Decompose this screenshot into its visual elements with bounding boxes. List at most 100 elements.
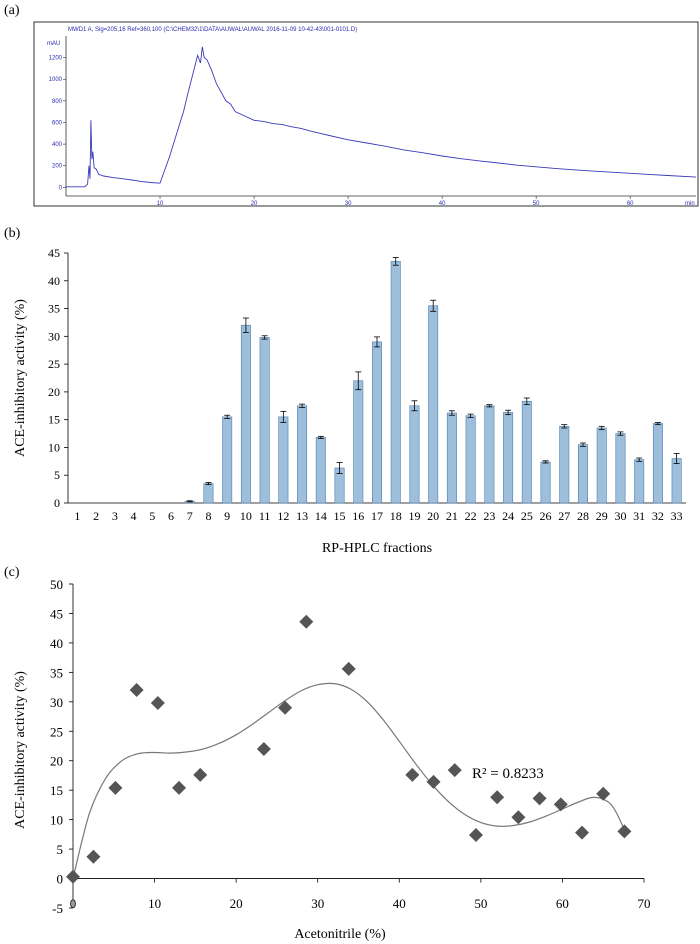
bar-fraction-21 <box>446 412 457 504</box>
scatter-point-9 <box>278 700 293 715</box>
scatter-x-tick-label: 30 <box>311 896 324 911</box>
bar-x-tick-label: 28 <box>577 509 589 523</box>
bar-x-tick-label: 18 <box>390 509 402 523</box>
bar-fraction-9 <box>222 416 233 504</box>
bar-fraction-16 <box>353 380 364 504</box>
chromatogram-y-tick-label: 400 <box>52 142 63 148</box>
bar-x-tick-label: 4 <box>131 509 137 523</box>
chromatogram-trace <box>66 46 697 188</box>
scatter-point-21 <box>596 786 611 801</box>
scatter-point-20 <box>575 825 590 840</box>
bar-fraction-11 <box>259 337 270 504</box>
bar-x-tick-label: 11 <box>259 509 271 523</box>
bar-x-tick-label: 25 <box>521 509 533 523</box>
scatter-x-tick-label: 70 <box>638 896 651 911</box>
scatter-y-tick-label: 5 <box>57 842 64 857</box>
bar-x-tick-label: 10 <box>240 509 252 523</box>
panel-label-b: (b) <box>4 226 21 241</box>
bar-fraction-22 <box>465 415 476 504</box>
r-squared-annotation: R² = 0.8233 <box>472 766 544 782</box>
bar-fraction-30 <box>615 433 626 504</box>
bar-fraction-27 <box>559 426 570 504</box>
chromatogram-header: MWD1 A, Sig=205,16 Ref=360,100 (C:\CHEM3… <box>68 27 357 33</box>
chromatogram-x-tick-label: 30 <box>345 201 352 207</box>
scatter-point-22 <box>617 824 632 839</box>
scatter-y-tick-label: 35 <box>50 665 63 680</box>
bar-y-tick-label: 20 <box>48 385 60 399</box>
scatter-point-2 <box>86 849 101 864</box>
chromatogram-y-tick-label: 0 <box>59 185 63 191</box>
bar-x-tick-label: 30 <box>614 509 626 523</box>
chromatogram-frame <box>33 21 699 207</box>
bar-x-tick-label: 12 <box>277 509 289 523</box>
polynomial-trendline <box>72 682 625 879</box>
scatter-x-tick-label: 0 <box>70 896 77 911</box>
bar-fraction-14 <box>315 437 326 504</box>
scatter-point-15 <box>468 827 483 842</box>
scatter-x-tick-label: 20 <box>230 896 243 911</box>
chromatogram-y-tick-label: 200 <box>52 164 63 170</box>
bar-fraction-19 <box>409 405 420 504</box>
chromatogram-y-tick-label: 800 <box>52 99 63 105</box>
chromatogram-x-tick-label: 10 <box>157 201 164 207</box>
scatter-y-tick-label: 15 <box>50 783 63 798</box>
scatter-y-tick-label: 0 <box>57 872 64 887</box>
bar-y-tick-label: 10 <box>48 440 60 454</box>
bar-fraction-28 <box>578 444 588 504</box>
panel-label-a: (a) <box>4 3 20 18</box>
scatter-x-tick-label: 60 <box>556 896 569 911</box>
scatter-point-14 <box>447 763 462 778</box>
scatter-x-tick-label: 50 <box>474 896 487 911</box>
chromatogram-y-tick-label: 600 <box>52 120 63 126</box>
bar-x-tick-label: 5 <box>149 509 155 523</box>
bar-y-tick-label: 25 <box>48 357 60 371</box>
panel-label-c: (c) <box>4 565 20 580</box>
scatter-point-10 <box>299 614 314 629</box>
scatter-y-tick-label: 30 <box>50 695 63 710</box>
scatter-point-11 <box>341 661 356 676</box>
bar-fraction-26 <box>540 461 551 504</box>
scatter-x-tick-label: 40 <box>393 896 406 911</box>
bar-x-tick-label: 31 <box>633 509 645 523</box>
scatter-y-tick-label: 20 <box>50 754 63 769</box>
scatter-panel: ACE-inhibitory activity (%) Acetonitrile… <box>13 577 651 942</box>
bar-fraction-10 <box>240 324 251 504</box>
bar-x-tick-label: 6 <box>168 509 174 523</box>
chromatogram-y-unit: mAU <box>47 41 60 47</box>
scatter-point-1 <box>66 869 80 884</box>
scatter-y-tick-label: -5 <box>52 901 63 916</box>
bar-x-tick-label: 33 <box>671 509 683 523</box>
chromatogram-y-tick-label: 1200 <box>49 56 63 62</box>
bar-fraction-20 <box>428 305 439 504</box>
scatter-point-8 <box>256 741 271 756</box>
scatter-x-axis-title: Acetonitrile (%) <box>294 927 386 942</box>
bar-fraction-24 <box>503 412 514 504</box>
scatter-point-18 <box>532 791 547 806</box>
bar-x-tick-label: 20 <box>427 509 439 523</box>
scatter-y-tick-label: 25 <box>50 724 63 739</box>
scatter-y-axis-title: ACE-inhibitory activity (%) <box>13 671 28 829</box>
scatter-y-tick-label: 40 <box>50 636 63 651</box>
bar-x-tick-label: 29 <box>596 509 608 523</box>
scatter-point-5 <box>150 695 165 710</box>
bar-y-tick-label: 40 <box>48 274 60 288</box>
bar-y-tick-label: 30 <box>48 329 60 343</box>
scatter-point-13 <box>426 774 441 789</box>
bar-y-tick-label: 15 <box>48 413 60 427</box>
bar-fraction-8 <box>203 483 214 504</box>
chromatogram-x-tick-label: 40 <box>439 201 446 207</box>
bar-fraction-32 <box>652 423 663 504</box>
chromatogram-x-tick-label: 50 <box>533 201 540 207</box>
bar-x-tick-label: 15 <box>334 509 346 523</box>
bar-x-tick-label: 8 <box>205 509 211 523</box>
chromatogram-x-unit: min <box>685 201 695 207</box>
bar-fraction-18 <box>390 261 401 504</box>
bar-x-tick-label: 24 <box>502 509 514 523</box>
scatter-point-3 <box>108 780 123 795</box>
bar-x-tick-label: 2 <box>93 509 99 523</box>
scatter-x-tick-label: 10 <box>148 896 161 911</box>
bar-x-tick-label: 27 <box>558 509 570 523</box>
bar-chart-panel: ACE-inhibitory activity (%) RP-HPLC frac… <box>13 246 686 556</box>
scatter-point-4 <box>129 683 144 698</box>
scatter-point-19 <box>553 797 568 812</box>
